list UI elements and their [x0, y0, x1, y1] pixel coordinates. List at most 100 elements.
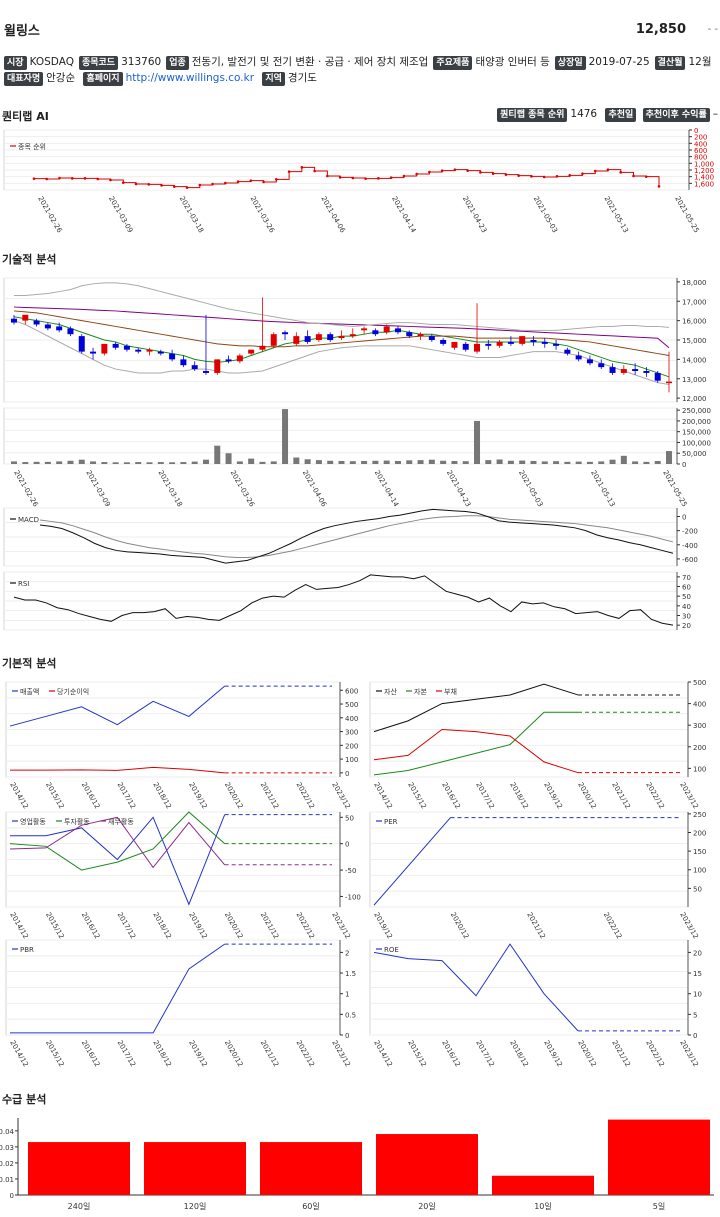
- rsi-chart-ytick-label: 60: [682, 584, 691, 592]
- volume-bar: [474, 420, 481, 464]
- cashflow-chart-legend-label: 투자활동: [64, 817, 90, 826]
- volume-bar: [191, 461, 198, 464]
- volume-bar: [575, 461, 582, 464]
- cashflow-chart-xlabel: 2015/12: [44, 911, 65, 940]
- supply-bar-label: 120일: [184, 1202, 207, 1211]
- candle-body: [123, 345, 130, 350]
- volume-bar: [33, 461, 40, 464]
- candle-body: [643, 371, 650, 373]
- info-value-0: KOSDAQ: [29, 56, 74, 68]
- rank-point: [160, 184, 163, 187]
- volume-chart-xlabel: 2021-05-13: [589, 469, 616, 508]
- volume-bar: [564, 461, 571, 464]
- balance-chart-legend-label: 부채: [444, 687, 457, 696]
- per-chart-ytick-label: 50: [693, 885, 702, 893]
- rank-chart-xlabel: 2021-03-09: [107, 195, 134, 234]
- volume-chart-ytick-label: 50,000: [682, 450, 707, 458]
- roe-chart-xlabel: 2019/12: [542, 1039, 563, 1068]
- price-chart-ytick-label: 14,000: [682, 356, 707, 364]
- candle-body: [654, 372, 661, 381]
- balance-chart-legend-label: 자산: [384, 687, 397, 696]
- info-label-4: 상장일: [554, 56, 586, 70]
- volume-bar: [259, 461, 266, 464]
- volume-bar: [632, 461, 639, 464]
- volume-bar: [169, 462, 176, 464]
- cashflow-chart-ytick-label: -100: [345, 893, 361, 901]
- ma-line-ma_mid: [13, 310, 670, 356]
- ceo-label: 대표자명: [4, 72, 44, 86]
- balance-chart-line-2: [373, 728, 579, 774]
- ceo-value: 안강순: [46, 72, 76, 84]
- volume-chart-xlabel: 2021-04-14: [373, 469, 401, 509]
- candle-body: [507, 341, 514, 344]
- volume-bar: [609, 459, 616, 464]
- candle-body: [146, 349, 153, 352]
- cashflow-chart-xlabel: 2021/12: [259, 911, 280, 940]
- rank-point: [313, 169, 316, 173]
- rank-chart-xlabel: 2021-05-13: [602, 195, 629, 234]
- roe-chart-xlabel: 2017/12: [474, 1039, 495, 1068]
- revenue-chart-xlabel: 2018/12: [151, 781, 172, 810]
- volume-bar: [123, 462, 130, 464]
- volume-bar: [361, 460, 368, 464]
- rank-chart-ytick-label: 800: [694, 154, 707, 162]
- roe-chart-xlabel: 2023/12: [678, 1039, 699, 1068]
- volume-bar: [56, 461, 63, 464]
- rank-label: 퀀티랩 종목 순위: [497, 108, 568, 122]
- quant-badges: 퀀티랩 종목 순위 1476 추천일 추천이후 수익률 –: [497, 108, 718, 122]
- price-chart-ytick-label: 12,000: [682, 395, 707, 403]
- rank-point: [657, 185, 661, 188]
- pbr-chart-ytick-label: 2: [345, 949, 349, 957]
- rsi-chart-ytick-label: 40: [682, 603, 691, 611]
- pbr-chart-xlabel: 2014/12: [8, 1039, 29, 1068]
- rank-chart-xlabel: 2021-04-14: [390, 195, 418, 235]
- candle-body: [440, 340, 447, 344]
- volume-bar: [293, 457, 300, 464]
- balance-chart-ytick-label: 500: [693, 679, 706, 687]
- pbr-chart-xlabel: 2017/12: [116, 1039, 137, 1068]
- rank-point: [555, 175, 559, 178]
- rank-chart-ytick-label: 600: [694, 147, 707, 155]
- pbr-chart-xlabel: 2021/12: [259, 1039, 280, 1068]
- balance-chart-xlabel: 2021/12: [610, 781, 631, 810]
- candle-body: [169, 353, 176, 360]
- candle-body: [609, 367, 616, 373]
- rsi-chart-ytick-label: 20: [682, 622, 691, 630]
- roe-chart-xlabel: 2022/12: [644, 1039, 665, 1068]
- volume-bar: [666, 451, 672, 464]
- balance-chart-ytick-label: 100: [693, 765, 706, 773]
- info-value-1: 313760: [121, 56, 162, 68]
- cashflow-chart-legend-label: 영업활동: [20, 817, 46, 826]
- candle-body: [180, 359, 187, 366]
- rank-point: [109, 178, 112, 182]
- roe-chart-legend-label: ROE: [384, 946, 399, 954]
- per-chart-legend-label: PER: [384, 818, 398, 826]
- candle-body: [632, 369, 639, 371]
- per-chart-xlabel: 2019/12: [372, 911, 393, 940]
- rank-point: [173, 185, 176, 188]
- rank-point: [440, 169, 444, 172]
- rank-point: [96, 177, 100, 181]
- rank-chart-xlabel: 2021-05-25: [673, 195, 700, 234]
- per-chart-xlabel: 2020/12: [449, 911, 470, 940]
- rsi-chart-ytick-label: 50: [682, 593, 691, 601]
- supply-bar: [608, 1119, 710, 1195]
- candle-body: [157, 351, 164, 354]
- supply-bar: [28, 1142, 130, 1195]
- volume-bar: [180, 462, 187, 464]
- macd-chart-ytick-label: -600: [682, 556, 698, 564]
- homepage-link[interactable]: http://www.willings.co.kr: [125, 72, 255, 84]
- revenue-chart-ytick-label: 200: [345, 742, 358, 750]
- rank-chart-frame: [3, 129, 690, 191]
- candle-body: [349, 334, 356, 337]
- candle-body: [248, 349, 255, 354]
- candle-body: [112, 343, 119, 348]
- candle-body: [11, 318, 17, 323]
- pbr-chart-xlabel: 2016/12: [80, 1039, 101, 1068]
- info-value-5: 12월: [688, 56, 712, 68]
- price-chart-ytick-label: 15,000: [682, 337, 707, 345]
- pbr-chart-ytick-label: 1.5: [345, 970, 356, 978]
- pbr-chart-ytick-label: 1: [345, 991, 349, 999]
- rank-point: [581, 172, 584, 175]
- roe-chart-xlabel: 2018/12: [508, 1039, 529, 1068]
